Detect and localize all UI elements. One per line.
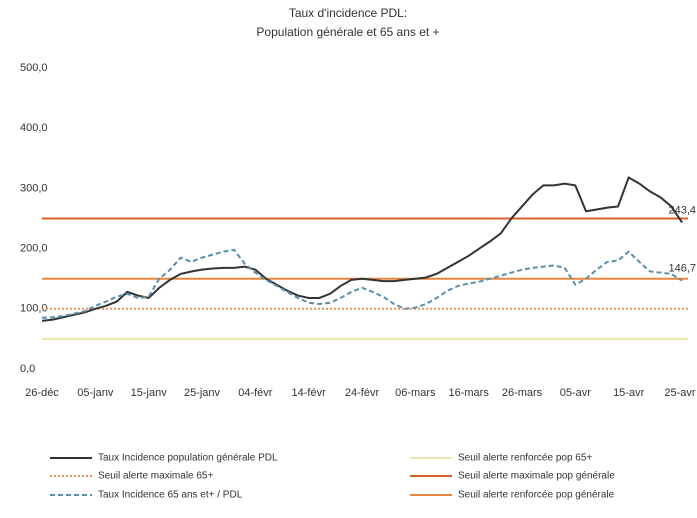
- y-tick-label: 400,0: [20, 122, 48, 134]
- chart-title: Taux d'incidence PDL:: [289, 6, 407, 20]
- x-tick-label: 15-janv: [131, 387, 168, 399]
- y-tick-label: 500,0: [20, 62, 48, 74]
- x-tick-label: 25-janv: [184, 387, 221, 399]
- legend-label: Seuil alerte renforcée pop générale: [458, 490, 615, 501]
- data-label: 243,4: [668, 204, 696, 216]
- x-tick-label: 25-avr: [664, 387, 696, 399]
- x-tick-label: 24-févr: [345, 387, 380, 399]
- x-tick-label: 16-mars: [448, 387, 489, 399]
- x-tick-label: 05-avr: [560, 387, 592, 399]
- legend-label: Seuil alerte maximale 65+: [98, 471, 213, 482]
- legend-label: Taux Incidence population générale PDL: [98, 453, 278, 464]
- y-tick-label: 100,0: [20, 303, 48, 315]
- x-tick-label: 26-déc: [25, 387, 59, 399]
- x-tick-label: 05-janv: [77, 387, 114, 399]
- x-tick-label: 06-mars: [395, 387, 436, 399]
- legend-label: Seuil alerte maximale pop générale: [458, 471, 615, 482]
- x-tick-label: 26-mars: [502, 387, 543, 399]
- series-line: [41, 248, 683, 319]
- x-tick-label: 04-févr: [238, 387, 273, 399]
- legend-label: Taux Incidence 65 ans et+ / PDL: [98, 490, 243, 501]
- legend-label: Seuil alerte renforcée pop 65+: [458, 453, 592, 464]
- chart-title: Population générale et 65 ans et +: [256, 25, 439, 39]
- y-tick-label: 0,0: [20, 363, 35, 375]
- data-label: 146,7: [668, 263, 696, 275]
- y-tick-label: 300,0: [20, 182, 48, 194]
- y-tick-label: 200,0: [20, 243, 48, 255]
- x-tick-label: 15-avr: [613, 387, 645, 399]
- series-line: [41, 176, 683, 322]
- x-tick-label: 14-févr: [292, 387, 327, 399]
